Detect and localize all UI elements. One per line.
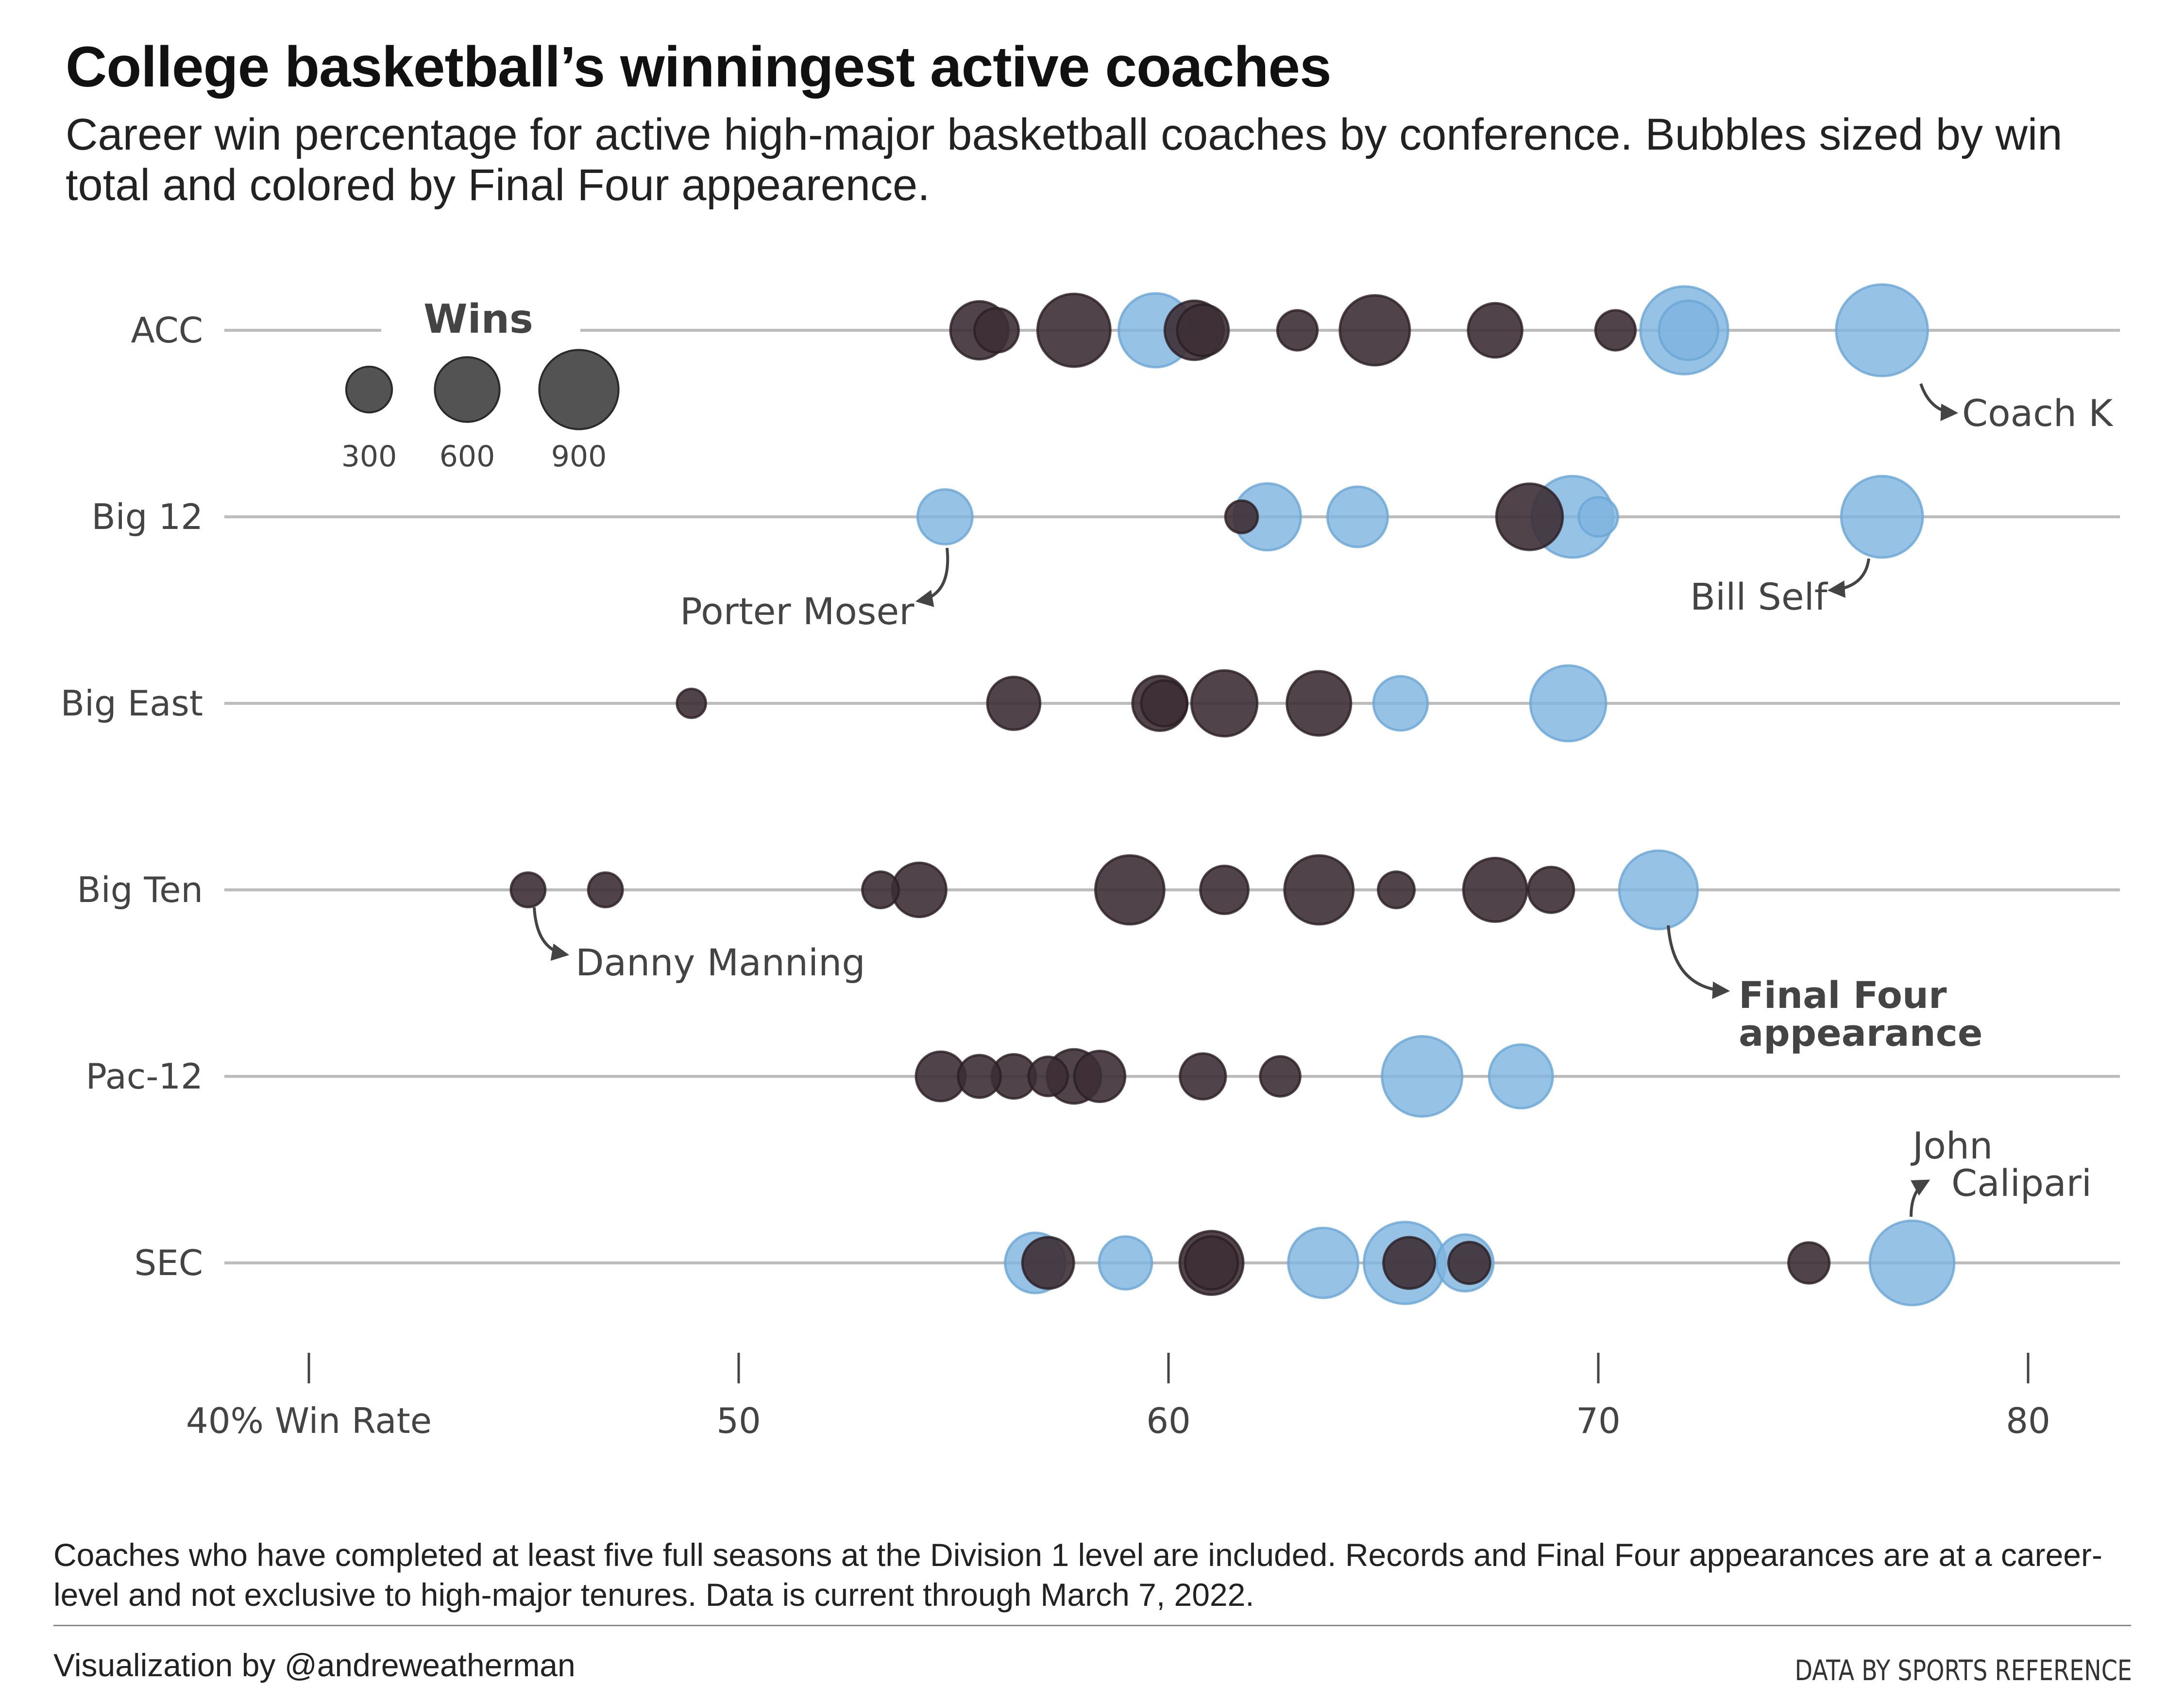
- coach-bubble: [861, 870, 900, 909]
- coach-bubble: [1094, 854, 1166, 926]
- legend-label: 600: [440, 440, 495, 474]
- final-four-bubble: [1372, 675, 1429, 732]
- coach-bubble: [986, 676, 1042, 731]
- coach-bubble: [1176, 303, 1230, 357]
- final-four-bubble: [1618, 849, 1699, 931]
- coach-bubble: [957, 1054, 1002, 1099]
- legend-title: Wins: [423, 296, 533, 342]
- danny-manning-arrow: [533, 907, 570, 961]
- coach-bubble: [1377, 870, 1416, 909]
- coach-bubble: [1787, 1241, 1831, 1285]
- annotation-final-four-line1: Final Four: [1739, 973, 1947, 1017]
- row-label: Big East: [61, 683, 203, 724]
- coach-bubble: [1199, 865, 1250, 915]
- x-tick-label: 60: [1146, 1400, 1191, 1441]
- annotation-porter-moser: Porter Moser: [680, 590, 914, 633]
- coach-bubble: [509, 871, 547, 908]
- coach-bubble: [1184, 1235, 1239, 1291]
- row-label: Big Ten: [77, 869, 203, 910]
- bill-self-arrow: [1827, 558, 1870, 598]
- size-legend: Wins 300 600 900: [341, 296, 620, 474]
- coach-bubble: [1140, 679, 1188, 728]
- chart-subtitle: Career win percentage for active high-ma…: [66, 110, 2063, 210]
- porter-moser-arrow: [915, 547, 949, 607]
- legend-label: 900: [551, 440, 607, 474]
- calipari-arrow: [1910, 1179, 1930, 1217]
- final-four-bubble: [1098, 1235, 1153, 1291]
- coach-bubble: [1527, 866, 1575, 914]
- final-four-arrow: [1667, 925, 1730, 999]
- final-four-bubble: [1287, 1226, 1360, 1299]
- final-four-bubble: [916, 488, 974, 545]
- annotation-calipari-line1: John: [1911, 1124, 1993, 1167]
- grid-layer: ACC Big 12 Big East Big Ten Pac-12 SEC: [61, 310, 2120, 1283]
- footer-divider: [53, 1625, 2131, 1626]
- coach-bubble: [1594, 309, 1637, 352]
- legend-bubble: [345, 365, 393, 414]
- credit-text: Visualization by @andreweatherman: [53, 1647, 576, 1683]
- bubble-chart: ACC Big 12 Big East Big Ten Pac-12 SEC 40% Wi…: [61, 283, 2120, 1441]
- coach-bubble: [1190, 669, 1259, 738]
- coach-bubble: [891, 861, 948, 919]
- coach-bubble: [1224, 499, 1259, 534]
- coach-bubble: [1036, 292, 1112, 368]
- coach-bubble: [973, 306, 1020, 354]
- bubble-layer: [509, 283, 1956, 1307]
- coach-bubble: [1179, 1052, 1227, 1101]
- legend-bubble: [434, 356, 501, 423]
- x-tick-label: 80: [2006, 1400, 2050, 1441]
- x-tick-label: 70: [1576, 1400, 1621, 1441]
- coach-bubble: [1338, 294, 1411, 367]
- coach-bubble: [1021, 1236, 1075, 1290]
- annotation-bill-self: Bill Self: [1690, 575, 1828, 618]
- coach-bubble: [1447, 1241, 1492, 1285]
- coach-bubble: [1382, 1236, 1437, 1290]
- final-four-bubble: [1577, 496, 1619, 538]
- legend-label: 300: [341, 440, 397, 474]
- row-label: Pac-12: [86, 1056, 203, 1097]
- x-axis: 40% Win Rate 50 60 70 80: [186, 1353, 2050, 1441]
- coach-bubble: [1259, 1055, 1302, 1098]
- coach-bubble: [1283, 854, 1355, 926]
- final-four-bubble: [1488, 1043, 1554, 1110]
- source-text: DATA BY SPORTS REFERENCE: [1795, 1654, 2132, 1687]
- final-four-bubble: [1381, 1035, 1464, 1118]
- coach-bubble: [587, 871, 624, 908]
- final-four-bubble: [1658, 299, 1720, 361]
- annotation-layer: Coach K Porter Moser Bill Self Danny Mannin…: [533, 383, 2114, 1217]
- final-four-bubble: [1835, 283, 1929, 377]
- row-label: SEC: [135, 1242, 203, 1283]
- legend-bubble: [538, 349, 620, 430]
- coach-bubble: [1462, 856, 1528, 923]
- coach-bubble: [1286, 670, 1353, 737]
- coach-bubble: [1276, 309, 1319, 352]
- final-four-bubble: [1868, 1219, 1956, 1307]
- coach-k-arrow: [1919, 383, 1959, 421]
- annotation-final-four-line2: appearance: [1739, 1011, 1982, 1055]
- final-four-bubble: [1529, 664, 1608, 743]
- annotation-calipari-line2: Calipari: [1951, 1161, 2092, 1205]
- annotation-danny-manning: Danny Manning: [576, 941, 865, 984]
- final-four-bubble: [1326, 485, 1389, 548]
- chart-title: College basketball’s winningest active c…: [66, 35, 1332, 99]
- coach-bubble: [1467, 302, 1524, 359]
- x-tick-label: 50: [716, 1400, 761, 1441]
- coach-bubble: [1495, 482, 1564, 551]
- coach-bubble: [1073, 1050, 1127, 1103]
- row-label: Big 12: [91, 496, 203, 537]
- coach-bubble: [1027, 1055, 1069, 1097]
- row-label: ACC: [131, 310, 203, 351]
- coach-bubble: [676, 687, 707, 719]
- x-tick-label: 40% Win Rate: [186, 1400, 432, 1441]
- annotation-coach-k: Coach K: [1962, 391, 2114, 435]
- final-four-bubble: [1840, 475, 1924, 559]
- footnote: Coaches who have completed at least five…: [53, 1537, 2102, 1613]
